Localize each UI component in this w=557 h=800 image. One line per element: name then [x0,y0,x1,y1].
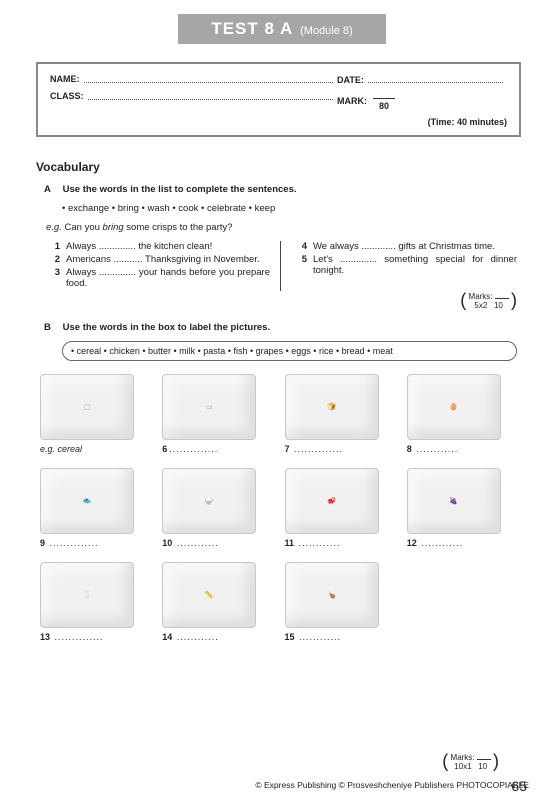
picture-cell-15: 🍗 15 ............ [285,562,389,642]
sentence-2[interactable]: Americans ........... Thanksgiving in No… [66,254,270,265]
food-image-cereal: ▢ [40,374,134,440]
sentence-3[interactable]: Always .............. your hands before … [66,267,270,289]
page-number: 65 [511,778,527,794]
student-info-box: NAME: DATE: CLASS: MARK: 80 (Time: 40 mi… [36,62,521,137]
test-title: TEST 8 A [211,19,293,38]
food-image-butter: ▭ [162,374,256,440]
answer-10[interactable]: ............ [177,538,219,548]
answer-15[interactable]: ............ [299,632,341,642]
name-field[interactable] [84,74,334,83]
picture-cell-11: 🥩 11 ............ [285,468,389,548]
answer-7[interactable]: .............. [294,444,343,454]
mark-label: MARK: [337,96,367,106]
test-title-bar: TEST 8 A (Module 8) [178,14,386,44]
date-field[interactable] [368,74,503,83]
picture-cell-9: 🐟 9 .............. [40,468,144,548]
answer-8[interactable]: ............ [416,444,458,454]
food-image-pasta: 📏 [162,562,256,628]
ex-a-wordlist: • exchange • bring • wash • cook • celeb… [62,203,517,214]
ex-a-letter: A [44,184,60,195]
marks-box-b: ( Marks: 10x1 10 ) [442,751,499,772]
marks-box-a: ( Marks: 5x2 10 ) [460,290,517,311]
pic-eg-num: e.g. [40,444,55,454]
answer-11[interactable]: ............ [299,538,341,548]
picture-cell-13: 🥛 13 .............. [40,562,144,642]
food-image-bread: 🍞 [285,374,379,440]
food-image-milk: 🥛 [40,562,134,628]
picture-grid: ▢ e.g. cereal ▭ 6.............. 🍞 7 ....… [40,374,511,642]
ex-a-col-right: 4We always ............. gifts at Christ… [291,241,517,291]
picture-cell-8: 🥚 8 ............ [407,374,511,454]
mark-denominator: 80 [379,101,389,111]
ex-b-letter: B [44,322,60,333]
picture-cell-eg: ▢ e.g. cereal [40,374,144,454]
ex-a-sentences: 1Always .............. the kitchen clean… [44,241,517,291]
answer-14[interactable]: ............ [177,632,219,642]
name-label: NAME: [50,74,80,85]
vocabulary-heading: Vocabulary [36,160,100,174]
picture-cell-6: ▭ 6.............. [162,374,266,454]
ex-b-instruction: Use the words in the box to label the pi… [63,322,270,333]
food-image-chicken: 🍗 [285,562,379,628]
sentence-5[interactable]: Let's .............. something special f… [313,254,517,276]
class-field[interactable] [88,91,334,100]
column-divider [280,241,281,291]
answer-13[interactable]: .............. [55,632,104,642]
food-image-rice: 🍚 [162,468,256,534]
eg-sentence: Can you bring some crisps to the party? [65,222,233,233]
exercise-a: A Use the words in the list to complete … [44,184,517,291]
food-image-fish: 🐟 [40,468,134,534]
food-image-eggs: 🥚 [407,374,501,440]
food-image-grapes: 🍇 [407,468,501,534]
date-label: DATE: [337,75,364,85]
class-label: CLASS: [50,91,84,111]
test-module: (Module 8) [300,25,353,37]
time-label: (Time: 40 minutes) [50,117,507,127]
exercise-b: B Use the words in the box to label the … [44,322,517,361]
answer-9[interactable]: .............. [50,538,99,548]
copyright-footer: © Express Publishing © Prosveshcheniye P… [0,780,529,790]
eg-label: e.g. [46,222,62,233]
picture-cell-10: 🍚 10 ............ [162,468,266,548]
sentence-4[interactable]: We always ............. gifts at Christm… [313,241,517,252]
pic-eg-label: cereal [58,444,83,454]
ex-a-instruction: Use the words in the list to complete th… [63,184,297,195]
ex-b-wordbox: • cereal • chicken • butter • milk • pas… [62,341,517,361]
picture-cell-7: 🍞 7 .............. [285,374,389,454]
sentence-1[interactable]: Always .............. the kitchen clean! [66,241,270,252]
picture-cell-12: 🍇 12 ............ [407,468,511,548]
ex-a-col-left: 1Always .............. the kitchen clean… [44,241,270,291]
answer-6[interactable]: .............. [169,444,218,454]
picture-cell-14: 📏 14 ............ [162,562,266,642]
food-image-meat: 🥩 [285,468,379,534]
mark-numerator[interactable] [373,98,395,99]
answer-12[interactable]: ............ [421,538,463,548]
